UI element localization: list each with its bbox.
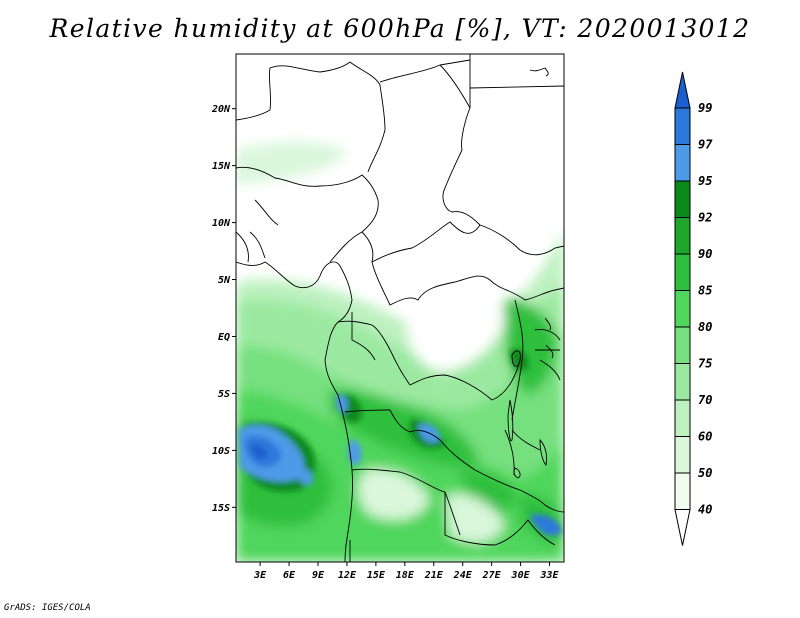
colorbar-segment	[674, 253, 691, 291]
colorbar-segment	[674, 363, 691, 401]
colorbar-segment	[674, 436, 691, 474]
lat-tick-label: 10S	[212, 446, 230, 457]
colorbar-segment	[674, 399, 691, 437]
lat-tick-label: 5N	[218, 275, 231, 286]
colorbar-label: 50	[698, 466, 712, 480]
colorbar-label: 95	[698, 174, 712, 188]
colorbar-segment	[674, 217, 691, 255]
lat-tick-label: 10N	[212, 218, 231, 229]
chart-title: Relative humidity at 600hPa [%], VT: 202…	[49, 14, 751, 43]
lat-tick-label: 20N	[211, 104, 231, 115]
colorbar-label: 97	[698, 138, 713, 152]
lon-tick-label: 9E	[312, 570, 325, 581]
colorbar-label: 40	[698, 503, 712, 517]
lon-tick-label: 3E	[253, 570, 267, 581]
lon-tick-label: 24E	[453, 570, 473, 581]
lon-tick-label: 30E	[511, 570, 531, 581]
lon-tick-label: 15E	[367, 570, 386, 581]
lat-tick-label: EQ	[218, 332, 230, 343]
lon-tick-label: 33E	[539, 570, 559, 581]
lon-tick-label: 18E	[396, 570, 415, 581]
colorbar-label: 60	[698, 430, 712, 444]
colorbar-label: 92	[698, 211, 712, 225]
colorbar-segment	[674, 180, 691, 218]
lat-tick-label: 5S	[218, 389, 230, 400]
lon-tick-label: 27E	[482, 570, 502, 581]
colorbar-label: 85	[698, 284, 712, 298]
map-area	[236, 54, 564, 562]
colorbar-segment	[674, 290, 691, 328]
colorbar-segment	[674, 107, 691, 145]
colorbar-label: 99	[698, 101, 712, 115]
lat-tick-label: 15N	[212, 161, 231, 172]
lat-tick-label: 15S	[212, 503, 230, 514]
lon-tick-label: 21E	[424, 570, 444, 581]
colorbar-segment	[674, 326, 691, 364]
grads-credit: GrADS: IGES/COLA	[4, 603, 91, 613]
lon-tick-label: 12E	[338, 570, 357, 581]
colorbar-segment	[674, 472, 691, 510]
colorbar: 99 97 95 92 90 85 80 75 70 60 50 40	[674, 71, 713, 546]
latitude-axis: 20N 15N 10N 5N EQ 5S 10S 15S	[211, 104, 236, 514]
humidity-field	[236, 141, 564, 562]
colorbar-top-arrow	[674, 71, 691, 109]
colorbar-bottom-arrow	[674, 509, 691, 546]
lakes	[507, 67, 554, 479]
colorbar-segment	[674, 144, 691, 182]
colorbar-label: 75	[698, 357, 712, 371]
lon-tick-label: 6E	[283, 570, 296, 581]
map-frame	[235, 53, 565, 563]
political-boundaries	[236, 54, 564, 562]
colorbar-label: 70	[698, 393, 712, 407]
colorbar-label: 90	[698, 247, 712, 261]
colorbar-label: 80	[698, 320, 712, 334]
longitude-axis: 3E 6E 9E 12E 15E 18E 21E 24E 27E 30E 33E	[253, 562, 560, 581]
